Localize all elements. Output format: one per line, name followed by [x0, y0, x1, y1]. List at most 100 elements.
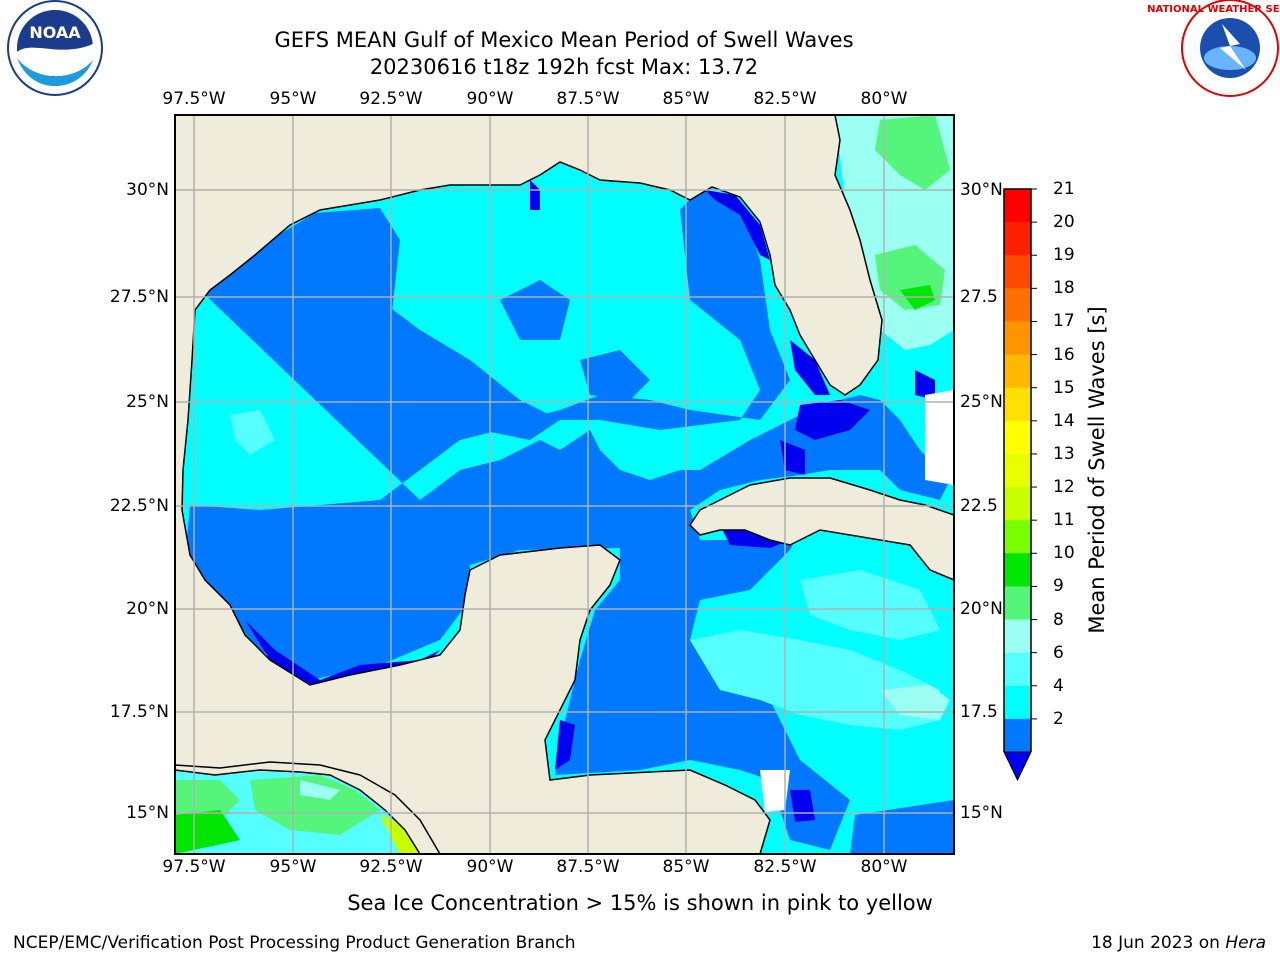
colorbar-tick-label: 21 — [1053, 179, 1075, 199]
colorbar-tick-label: 18 — [1053, 278, 1075, 299]
lat-tick-label-right: 25°N — [960, 392, 1003, 412]
lon-tick-label-top: 95°W — [269, 89, 317, 109]
swell-zone-below-2s — [795, 400, 870, 440]
swell-zone-below-2s — [555, 720, 575, 770]
colorbar-swatch — [1004, 387, 1031, 422]
lat-tick-label-left: 27.5°N — [109, 287, 169, 307]
colorbar-swatch — [1004, 619, 1031, 654]
colorbar-swatch — [1004, 189, 1031, 223]
lat-tick-label-right: 17.5 — [960, 702, 998, 722]
lon-tick-label-top: 90°W — [466, 89, 514, 109]
colorbar-tick-label: 8 — [1053, 609, 1064, 630]
colorbar-extend-arrow — [1003, 751, 1032, 782]
pacific-bright-zone — [175, 810, 240, 854]
colorbar-swatch — [1004, 321, 1031, 356]
swell-zone-below-2s — [705, 190, 770, 260]
sea-ice-note: Sea Ice Concentration > 15% is shown in … — [347, 891, 933, 915]
colorbar-tick-label: 13 — [1053, 443, 1075, 464]
colorbar-tick-label: 10 — [1053, 543, 1075, 564]
colorbar-tick-label: 9 — [1053, 576, 1064, 597]
swell-zone-below-2s — [790, 790, 815, 822]
lon-tick-label-bot: 87.5°W — [556, 857, 620, 877]
colorbar-tick-label: 17 — [1053, 311, 1075, 332]
colorbar-outline — [1003, 188, 1032, 752]
colorbar-swatch — [1004, 354, 1031, 389]
pacific-green-zone — [250, 775, 380, 835]
lon-tick-label-bot: 92.5°W — [359, 857, 423, 877]
lon-tick-label-bot: 80°W — [860, 857, 908, 877]
lon-tick-label-top: 85°W — [662, 89, 710, 109]
swell-zone-6-8s — [690, 630, 940, 730]
colorbar-tick-label: 20 — [1053, 212, 1075, 233]
nws-logo: NATIONAL WEATHER SERVICE — [1147, 0, 1280, 97]
lon-tick-label-top: 80°W — [860, 89, 908, 109]
lon-tick-label-bot: 85°W — [662, 857, 710, 877]
colorbar-tick-label: 16 — [1053, 344, 1075, 365]
footer-date: 18 Jun 2023 on Hera — [1091, 933, 1266, 953]
atlantic-green-zone — [875, 115, 950, 190]
lon-tick-label-top: 87.5°W — [556, 89, 620, 109]
swell-zone-6-8s — [230, 410, 275, 455]
lon-tick-label-top: 92.5°W — [359, 89, 423, 109]
map-frame — [174, 114, 955, 855]
lat-tick-label-right: 15°N — [960, 803, 1003, 823]
lon-tick-label-bot: 95°W — [269, 857, 317, 877]
colorbar-swatch — [1004, 420, 1031, 455]
colorbar-swatch — [1004, 255, 1031, 289]
colorbar-tick-label: 15 — [1053, 377, 1075, 398]
svg-text:NATIONAL WEATHER SERVICE: NATIONAL WEATHER SERVICE — [1147, 4, 1280, 15]
colorbar-tick-label: 11 — [1053, 510, 1075, 531]
colorbar-label: Mean Period of Swell Waves [s] — [1085, 306, 1109, 634]
colorbar-swatch — [1004, 288, 1031, 322]
land-cuba — [689, 477, 954, 581]
lat-tick-label-left: 20°N — [126, 599, 169, 619]
lat-tick-label-left: 25°N — [126, 392, 169, 412]
colorbar-swatch — [1004, 453, 1031, 488]
swell-zone-2-4s — [500, 280, 570, 340]
footer-credit: NCEP/EMC/Verification Post Processing Pr… — [13, 933, 576, 953]
lat-tick-label-left: 22.5°N — [109, 496, 169, 516]
colorbar-swatch — [1004, 685, 1031, 720]
map-gridlines — [175, 115, 954, 854]
swell-zone-2-4s — [580, 350, 650, 400]
lon-tick-label-bot: 97.5°W — [162, 857, 226, 877]
colorbar-swatch — [1004, 487, 1031, 521]
lat-tick-label-right: 27.5 — [960, 287, 998, 307]
chart-title: GEFS MEAN Gulf of Mexico Mean Period of … — [274, 28, 854, 52]
lon-tick-label-bot: 90°W — [466, 857, 514, 877]
chart-subtitle: 20230616 t18z 192h fcst Max: 13.72 — [369, 55, 759, 79]
colorbar-tick-label: 14 — [1053, 410, 1075, 431]
lat-tick-label-left: 15°N — [126, 803, 169, 823]
colorbar-swatch — [1004, 520, 1031, 554]
masked-area — [925, 390, 954, 485]
colorbar — [1003, 188, 1037, 782]
swell-zone-below-2s — [790, 340, 830, 395]
colorbar-swatch — [1004, 718, 1031, 753]
lon-tick-label-top: 97.5°W — [162, 89, 226, 109]
noaa-logo: NOAA — [7, 0, 103, 96]
swell-zone-below-2s — [780, 440, 805, 475]
colorbar-swatch — [1004, 652, 1031, 687]
lat-tick-label-left: 30°N — [126, 180, 169, 200]
lat-tick-label-right: 20°N — [960, 599, 1003, 619]
lon-tick-label-bot: 82.5°W — [753, 857, 817, 877]
colorbar-tick-label: 12 — [1053, 477, 1075, 498]
lon-tick-label-top: 82.5°W — [753, 89, 817, 109]
colorbar-tick-label: 19 — [1053, 245, 1075, 266]
colorbar-swatch — [1004, 586, 1031, 621]
lat-tick-label-right: 22.5 — [960, 496, 998, 516]
colorbar-tick-label: 4 — [1053, 675, 1064, 696]
swell-zone-below-2s — [915, 370, 935, 400]
svg-text:NOAA: NOAA — [29, 23, 81, 42]
swell-zone-2-4s — [330, 300, 560, 440]
lat-tick-label-left: 17.5°N — [109, 702, 169, 722]
masked-area — [760, 770, 790, 812]
swell-zone-6-8s — [800, 570, 940, 640]
colorbar-tick-label: 6 — [1053, 642, 1064, 663]
lat-tick-label-right: 30°N — [960, 180, 1003, 200]
swell-zone-below-2s — [530, 180, 540, 210]
colorbar-tick-label: 2 — [1053, 708, 1064, 729]
colorbar-swatch — [1004, 553, 1031, 587]
colorbar-swatch — [1004, 222, 1031, 256]
